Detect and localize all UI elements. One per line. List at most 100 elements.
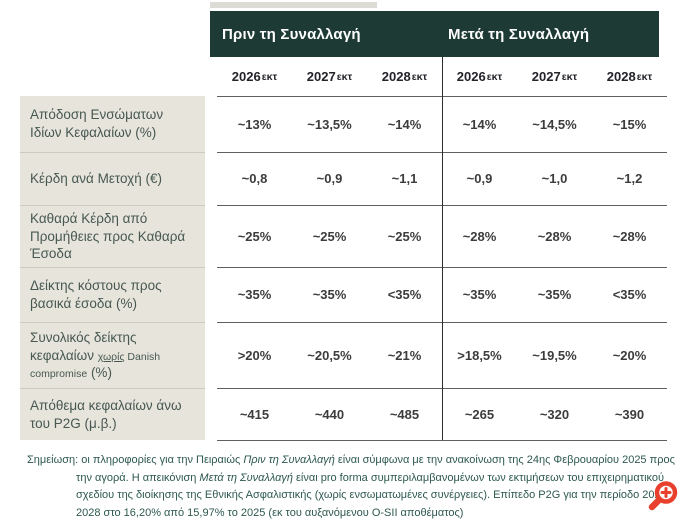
row-label: Απόδοση Ενσώματων Ιδίων Κεφαλαίων (%) [20,96,205,152]
value-cell: ~25% [312,228,347,244]
year-suffix: εκτ [411,70,428,83]
value-cell: ~14,5% [532,116,577,132]
year-number: 2027 [306,69,336,84]
year-suffix: εκτ [336,70,353,83]
value-cell: ~14% [462,116,497,132]
value-cell: <35% [612,287,647,302]
text-segment: Σημείωση: οι πληροφορίες για την Πειραιώ… [27,454,244,466]
year-suffix: εκτ [486,70,503,83]
row-label-text: Δείκτης κόστους προς βασικά έσοδα (%) [30,277,162,313]
value-cell: ~35% [537,287,572,302]
value-cell: ~0,9 [316,171,343,186]
year-number: 2027 [531,69,561,84]
text-segment: χωρίς [97,350,125,363]
row-label: Απόθεμα κεφαλαίων άνω του P2G (μ.β.) [20,388,205,440]
text-segment: Μετά τη Συναλλαγή [199,471,293,484]
value-cell: ~13,5% [307,116,352,132]
text-segment: κεφαλαίων [30,347,98,363]
row-label-text: Απόδοση Ενσώματων Ιδίων Κεφαλαίων (%) [30,106,163,142]
year-header: 2028 εκτ [592,57,667,96]
row-label: Συνολικός δείκτης κεφαλαίων χωρίς Danish c… [20,322,205,388]
row-label: Κέρδη ανά Μετοχή (€) [20,152,205,205]
value-cell: ~265 [464,406,495,422]
value-cell: >20% [237,347,272,363]
text-segment: Κέρδη ανά Μετοχή (€) [30,171,162,187]
footnote: Σημείωση: οι πληροφορίες για την Πειραιώ… [27,452,675,520]
text-segment: Danish [124,350,161,363]
value-cell: >18,5% [457,347,502,363]
year-number: 2026 [231,69,261,84]
header-band: Πριν τη Συναλλαγή Μετά τη Συναλλαγή [210,11,659,57]
value-cell: ~0,8 [241,171,268,186]
grid-line [217,440,667,441]
year-header: 2027 εκτ [292,57,367,96]
value-cell: ~28% [537,228,572,244]
header-before-label: Πριν τη Συναλλαγή [222,25,361,43]
value-cell: ~13% [237,116,272,132]
year-suffix: εκτ [561,70,578,83]
text-segment: compromise [30,368,88,381]
value-cell: ~28% [462,228,497,244]
value-cell: ~15% [612,116,647,132]
value-cell: ~415 [239,406,270,422]
text-segment: Απόδοση Ενσώματων [30,107,164,123]
text-segment: 2028 στο 16,20% από 15,97% το 2025 (εκ τ… [76,506,464,519]
footnote-line: την αγορά. Η απεικόνιση Μετά τη Συναλλαγ… [27,470,667,488]
text-segment: Πριν τη Συναλλαγή [243,454,335,466]
value-cell: ~21% [387,347,422,363]
row-label-text: Κέρδη ανά Μετοχή (€) [30,170,162,188]
row-label-column: Απόδοση Ενσώματων Ιδίων Κεφαλαίων (%) Κέρδ… [20,96,205,440]
footnote-line: 2028 στο 16,20% από 15,97% το 2025 (εκ τ… [27,505,667,520]
text-segment: Προμήθειες προς Καθαρά [30,228,186,244]
year-header: 2028 εκτ [367,57,442,96]
value-cell: ~440 [314,406,345,422]
value-cell: ~1,2 [616,171,643,186]
year-header: 2027 εκτ [517,57,592,96]
value-cell: ~1,1 [391,171,418,186]
row-label-text: Συνολικός δείκτης κεφαλαίων χωρίς Danish c… [30,329,160,383]
text-segment: είναι σύμφωνα με την ανακοίνωση της 24ης… [334,454,675,466]
value-cell: ~35% [312,287,347,302]
row-label-text: Καθαρά Κέρδη από Προμήθειες προς Καθαρά Έσ… [30,210,185,263]
value-cell: ~19,5% [532,347,577,363]
value-cell: ~28% [612,228,647,244]
value-cell: ~320 [539,406,570,422]
footnote-line: Σημείωση: οι πληροφορίες για την Πειραιώ… [27,452,675,470]
value-cell: ~1,0 [541,171,568,186]
year-header: 2026 εκτ [442,57,517,96]
year-suffix: εκτ [636,70,653,83]
text-segment: Συνολικός δείκτης [30,329,137,345]
row-label: Δείκτης κόστους προς βασικά έσοδα (%) [20,267,205,322]
value-cell: ~20,5% [307,347,352,363]
text-segment: είναι pro forma συμπεριλαμβανομένων των … [292,471,665,484]
year-number: 2026 [456,69,486,84]
value-cell: ~485 [389,406,420,422]
text-segment: βασικά έσοδα (%) [30,296,137,311]
value-cell: ~25% [387,228,422,244]
text-segment: (%) [87,365,112,381]
section-divider [442,57,443,440]
value-cell: ~390 [614,406,645,422]
year-number: 2028 [606,69,636,84]
footnote-line: σχεδίου της διοίκησης της Εθνικής Ασφαλι… [27,487,671,505]
top-strip [210,2,377,8]
magnifier-plus-icon [648,481,678,511]
value-cell: ~35% [462,287,497,302]
text-segment: Απόθεμα κεφαλαίων άνω [30,397,182,413]
text-segment: Καθαρά Κέρδη από [30,210,148,226]
row-label: Καθαρά Κέρδη από Προμήθειες προς Καθαρά Έσ… [20,205,205,267]
year-suffix: εκτ [261,70,278,83]
value-cell: ~35% [237,287,272,302]
text-segment: σχεδίου της διοίκησης της Εθνικής Ασφαλι… [76,489,671,501]
zoom-button[interactable] [645,480,679,514]
row-label-text: Απόθεμα κεφαλαίων άνω του P2G (μ.β.) [30,397,182,433]
value-cell: ~14% [387,116,422,132]
year-number: 2028 [381,69,411,84]
value-cell: ~20% [612,347,647,363]
value-cell: ~25% [237,228,272,244]
header-after-label: Μετά τη Συναλλαγή [448,25,590,43]
year-header: 2026 εκτ [217,57,292,96]
text-segment: του P2G (μ.β.) [30,415,117,431]
text-segment: Ιδίων Κεφαλαίων (%) [30,125,157,140]
